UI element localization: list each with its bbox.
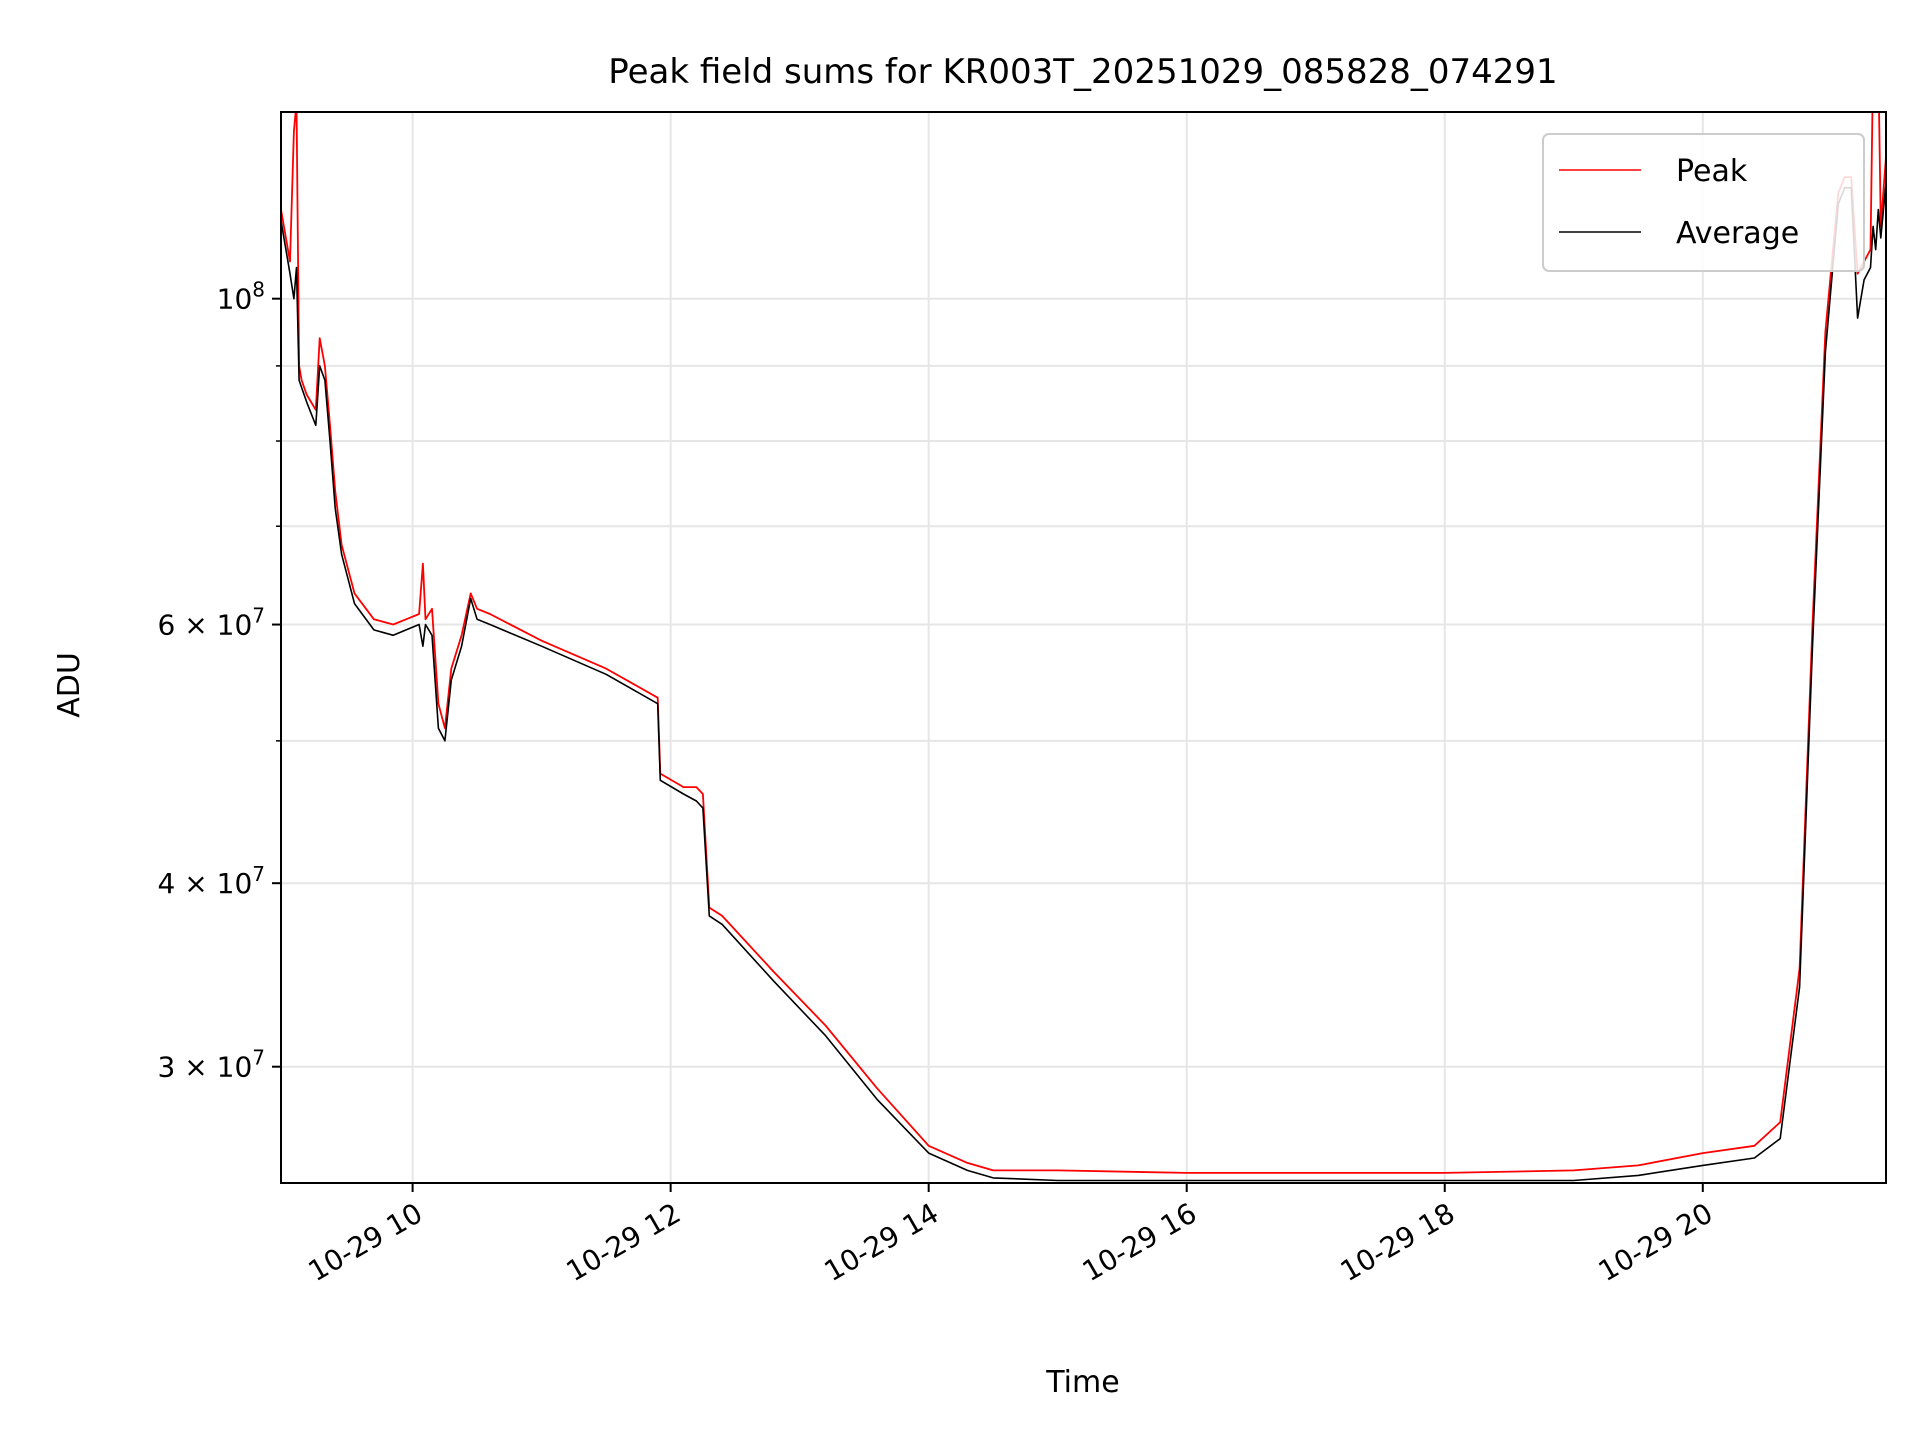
y-tick-label: 6 × 107 [158, 604, 265, 642]
legend-box [1542, 133, 1865, 272]
y-tick-label: 4 × 107 [158, 862, 265, 900]
legend-label-peak: Peak [1676, 154, 1748, 189]
y-tick-label: 3 × 107 [158, 1046, 265, 1084]
chart-title: Peak field sums for KR003T_20251029_0858… [608, 52, 1557, 92]
y-axis-label: ADU [52, 652, 87, 718]
y-tick-exponent: 7 [252, 604, 265, 628]
y-tick-base: 3 × 10 [158, 1051, 253, 1084]
plot-frame [280, 111, 1887, 1184]
legend-label-average: Average [1676, 216, 1799, 251]
y-tick-exponent: 8 [252, 278, 265, 302]
y-tick-label: 108 [217, 278, 265, 316]
grid-layer [281, 112, 1886, 1183]
y-tick-base: 10 [217, 283, 253, 316]
series-line-peak [281, 112, 1886, 1174]
y-tick-base: 4 × 10 [158, 867, 253, 900]
series-line-average [281, 182, 1886, 1182]
series-layer [281, 112, 1886, 1182]
y-tick-base: 6 × 10 [158, 609, 253, 642]
legend: Peak Average [1542, 133, 1865, 272]
y-tick-exponent: 7 [252, 1046, 265, 1070]
x-axis-label: Time [1045, 1365, 1119, 1400]
y-tick-exponent: 7 [252, 862, 265, 886]
